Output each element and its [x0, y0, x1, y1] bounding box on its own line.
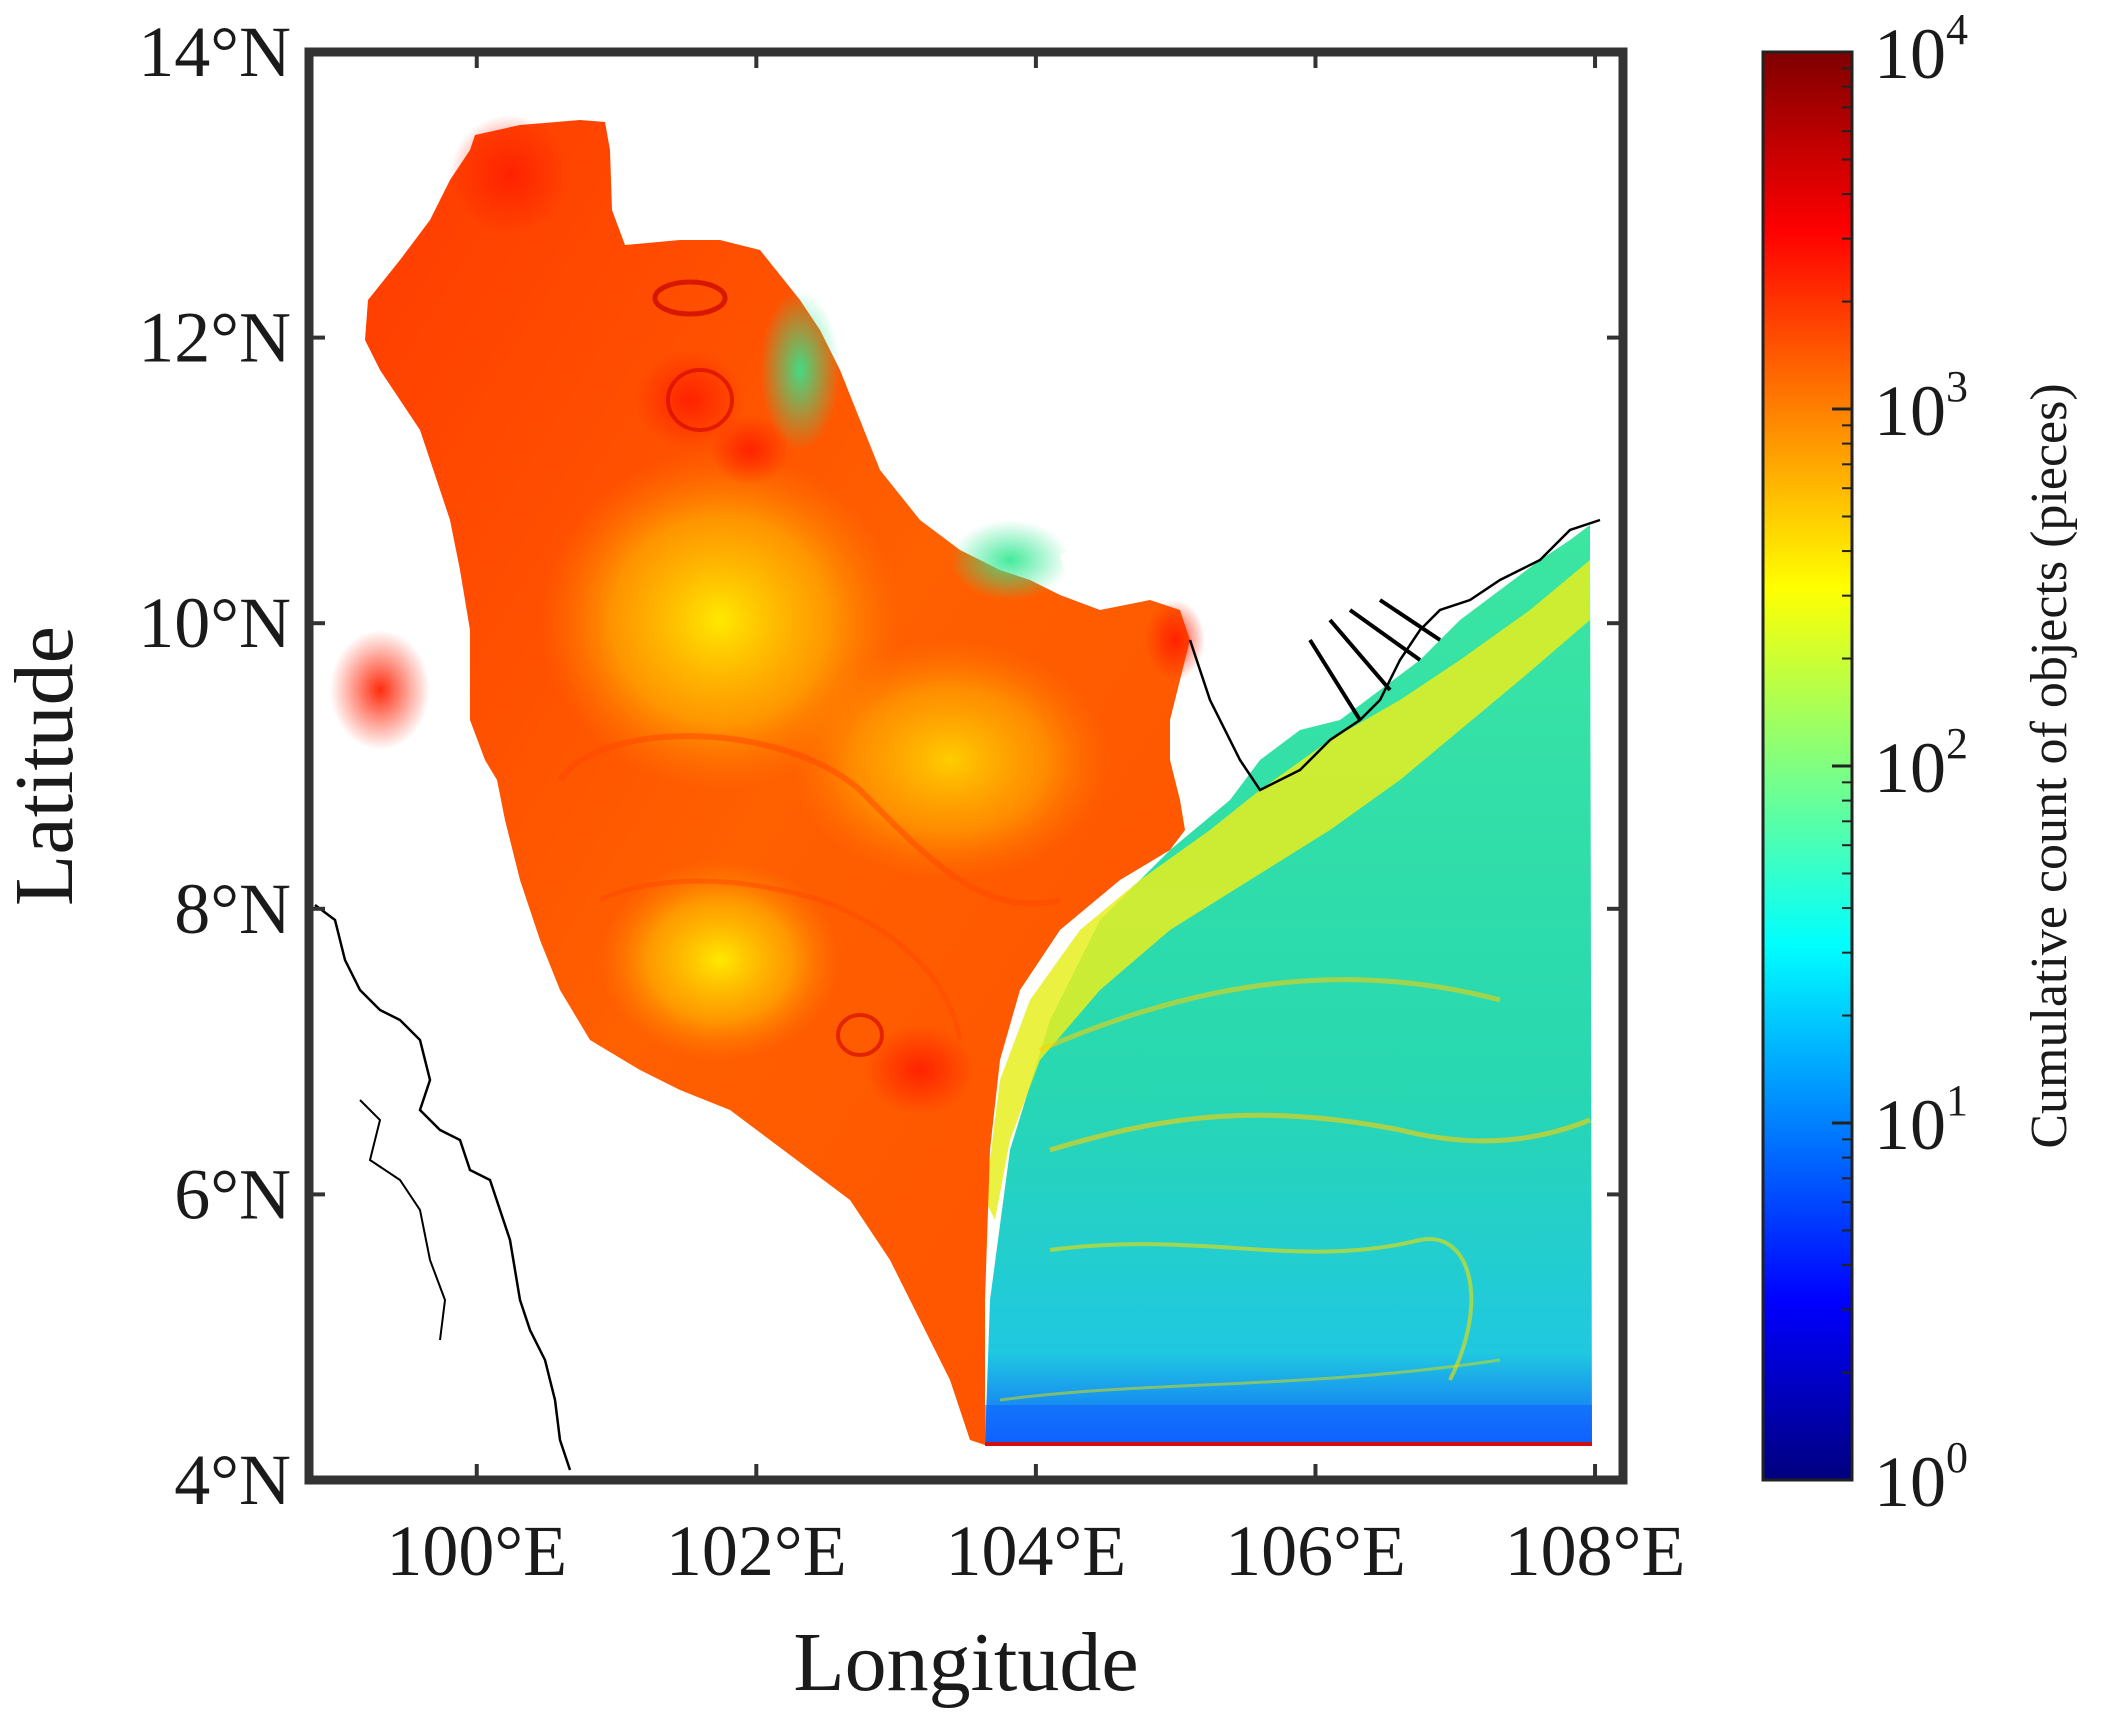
- colorbar-tick-base: 10: [1874, 14, 1946, 94]
- x-tick-label: 108°E: [1505, 1511, 1686, 1591]
- edge-red-line: [985, 1442, 1592, 1446]
- x-tick-label: 100°E: [386, 1511, 567, 1591]
- colorbar-tick-label: 104: [1874, 5, 1968, 94]
- filament-2: [598, 878, 963, 1041]
- hotspot-bight: [450, 115, 570, 235]
- filament-4: [1038, 977, 1501, 1053]
- gulf-region: [365, 120, 1190, 1445]
- density-field: [314, 115, 1601, 1471]
- y-axis-title: Latitude: [0, 626, 91, 906]
- transition-band: [985, 560, 1590, 1220]
- inland-blank: [1060, 545, 1100, 590]
- y-tick-label: 12°N: [138, 298, 291, 378]
- x-axis-title: Longitude: [793, 1616, 1138, 1709]
- x-tick-label: 102°E: [666, 1511, 847, 1591]
- colorbar-tick-label: 101: [1874, 1076, 1968, 1165]
- hotspot-south: [865, 1025, 975, 1115]
- hotspot-camau: [1145, 600, 1205, 680]
- colorbar-tick-label: 100: [1874, 1433, 1968, 1522]
- colorbar-tick-exponent: 0: [1946, 1433, 1968, 1482]
- eddy-ring: [652, 279, 728, 317]
- filament: [557, 733, 1061, 907]
- colorbar-tick-base: 10: [1874, 371, 1946, 451]
- y-tick-label: 6°N: [174, 1154, 291, 1234]
- gyre-south: [600, 860, 840, 1060]
- colorbar-tick-base: 10: [1874, 1085, 1946, 1165]
- colorbar-tick-exponent: 3: [1946, 362, 1968, 411]
- colorbar-tick-exponent: 4: [1946, 5, 1968, 54]
- filament-3: [1049, 1112, 1591, 1153]
- plot-frame: [304, 47, 1628, 1485]
- x-tick-label: 104°E: [946, 1511, 1127, 1591]
- blue-south-strip: [985, 1405, 1592, 1445]
- y-tick-label: 4°N: [174, 1440, 291, 1520]
- colorbar-title: Cumulative count of objects (pieces): [2021, 383, 2078, 1148]
- eddy-ring-3: [836, 1013, 884, 1057]
- colorbar-tick-exponent: 1: [1946, 1076, 1968, 1125]
- y-tick-label: 10°N: [138, 583, 291, 663]
- y-tick-label: 8°N: [174, 869, 291, 949]
- filament-6: [999, 1358, 1501, 1402]
- colorbar-tick-label: 103: [1874, 362, 1968, 451]
- filament-5: [1049, 1237, 1474, 1381]
- hotspot-west: [330, 630, 430, 750]
- colorbar-tick-base: 10: [1874, 1442, 1946, 1522]
- eddy-ring-2: [666, 368, 734, 432]
- y-tick-label: 14°N: [138, 12, 291, 92]
- coastline-sumatra: [359, 1099, 447, 1341]
- x-tick-label: 106°E: [1225, 1511, 1406, 1591]
- colorbar-tick-exponent: 2: [1946, 719, 1968, 768]
- coastal-green-patch-2: [950, 520, 1070, 600]
- coastline-vietnam: [1188, 518, 1601, 792]
- open-sea-region: [985, 525, 1592, 1445]
- coastline-malaysia: [314, 904, 572, 1471]
- x-axis-ticks: 100°E 102°E 104°E 106°E 108°E: [386, 52, 1685, 1591]
- colorbar-tick-base: 10: [1874, 728, 1946, 808]
- coastal-green-patch: [760, 290, 840, 450]
- mekong-distributaries: [1308, 598, 1442, 722]
- colorbar-tick-label: 102: [1874, 719, 1968, 808]
- hotspot-eddy-2: [710, 415, 790, 485]
- central-yellow: [790, 640, 1110, 880]
- y-axis-ticks: 4°N 6°N 8°N 10°N 12°N 14°N: [138, 12, 1623, 1520]
